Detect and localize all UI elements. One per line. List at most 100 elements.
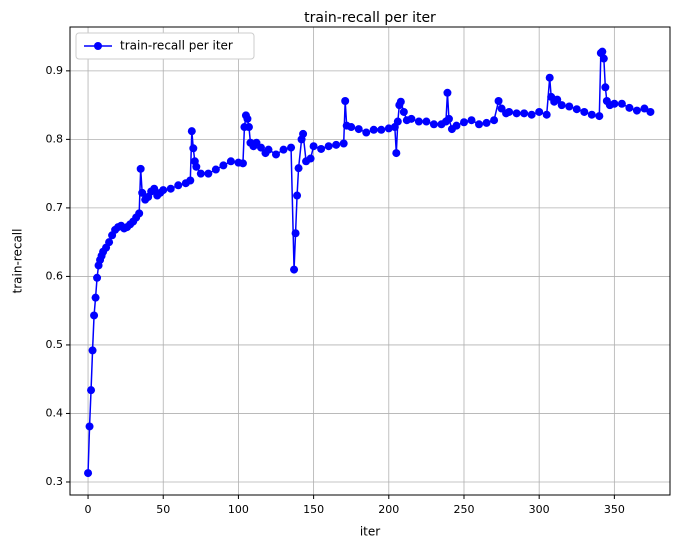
plot-frame [69,26,671,496]
data-point [429,120,438,129]
data-point [272,150,281,159]
y-axis-label: train-recall [11,229,25,294]
data-point [377,125,386,134]
data-point [580,107,589,116]
data-point [84,469,93,478]
data-point [279,145,288,154]
data-point [443,88,452,97]
data-point [505,107,514,116]
data-point [422,117,431,126]
y-tick-label: 0.3 [46,475,64,488]
data-point [187,127,196,136]
data-point [617,99,626,108]
data-point [90,311,99,320]
y-tick-label: 0.5 [46,338,64,351]
data-point [640,104,649,113]
data-point [646,107,655,116]
data-point [88,346,97,355]
data-point [317,144,326,153]
data-point [192,162,201,171]
data-point [150,184,159,193]
data-point [196,169,205,178]
data-point [535,107,544,116]
data-point [399,107,408,116]
data-point [105,238,114,247]
data-point [459,118,468,127]
data-point [393,117,402,126]
x-tick-label: 200 [378,503,399,516]
legend-marker [94,42,102,50]
data-point [332,140,341,149]
data-point [490,116,499,125]
data-point [174,181,183,190]
data-point [362,128,371,137]
data-point [452,121,461,130]
data-point [309,142,318,151]
data-point [135,209,144,218]
data-point [595,112,604,121]
data-point [512,109,521,118]
data-point [545,73,554,82]
data-point [625,103,634,112]
data-point [444,114,453,123]
data-point [294,164,303,173]
data-point [287,143,296,152]
legend-label: train-recall per iter [120,39,233,53]
data-point [91,293,100,302]
data-point [527,110,536,119]
data-point [553,95,562,104]
data-point [238,159,247,168]
data-point [341,97,350,106]
data-point [610,99,619,108]
y-tick-label: 0.6 [46,269,64,282]
data-point [293,191,302,200]
x-tick-label: 350 [604,503,625,516]
data-point [136,164,145,173]
data-point [226,157,235,166]
data-point [219,161,228,170]
data-point [384,124,393,133]
data-point [186,176,195,185]
data-point [632,106,641,115]
data-point [339,139,348,148]
x-tick-label: 250 [453,503,474,516]
data-point [520,109,529,118]
data-point [347,123,356,132]
data-point [392,149,401,158]
data-point [243,114,252,123]
data-point [598,47,607,56]
data-point [189,144,198,153]
x-tick-label: 50 [156,503,170,516]
data-point [85,422,94,431]
data-point [159,186,168,195]
data-point [494,97,503,106]
data-point [601,83,610,92]
data-point [256,143,265,152]
data-point [211,165,220,174]
x-tick-label: 150 [303,503,324,516]
legend-box [75,32,255,60]
x-axis-label: iter [360,525,380,539]
y-tick-label: 0.4 [46,406,64,419]
data-point [542,110,551,119]
data-point [93,273,102,282]
data-point [87,386,96,395]
x-tick-label: 0 [85,503,92,516]
data-point [396,97,405,106]
data-point [587,110,596,119]
data-point [414,117,423,126]
data-line [87,50,651,474]
data-point [244,123,253,132]
data-point [482,118,491,127]
data-point [565,102,574,111]
data-point [557,101,566,110]
data-point [138,188,147,197]
data-point [475,120,484,129]
data-point [467,116,476,125]
x-tick-label: 300 [529,503,550,516]
data-point [599,54,608,63]
y-tick-label: 0.7 [46,201,64,214]
data-point [291,229,300,238]
